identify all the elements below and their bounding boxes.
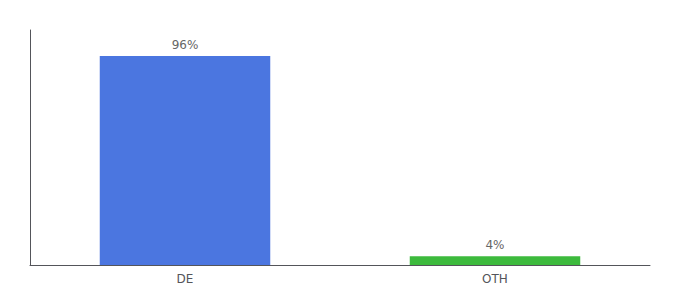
svg-text:4%: 4%: [485, 238, 504, 252]
svg-text:96%: 96%: [172, 38, 199, 52]
svg-text:DE: DE: [177, 272, 194, 286]
svg-text:OTH: OTH: [482, 272, 508, 286]
